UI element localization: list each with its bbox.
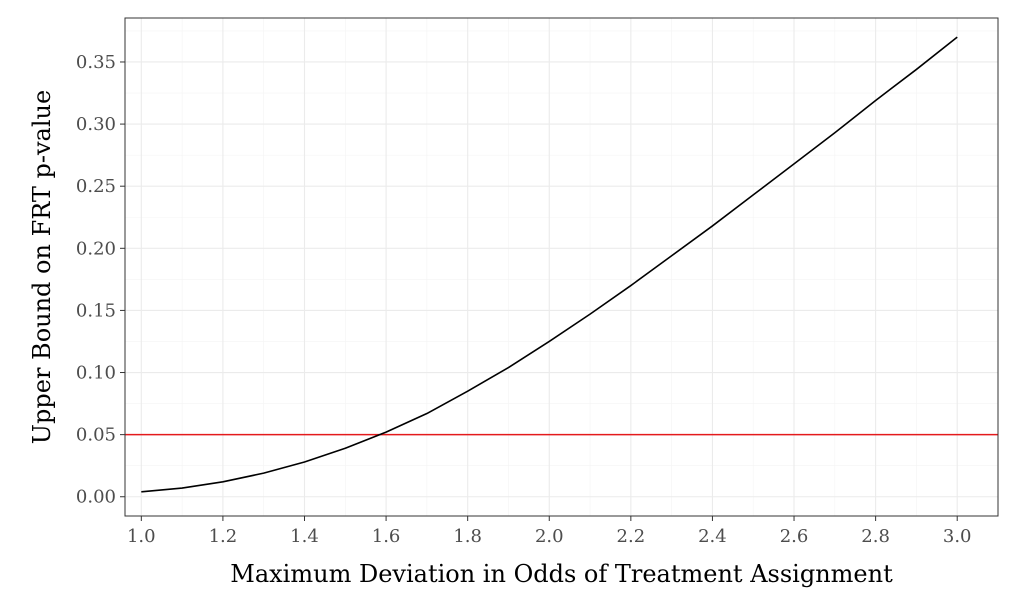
x-axis: 1.0 1.2 1.4 1.6 1.8 2.0 2.2 2.4 2.6 2.8 3.0 — [127, 516, 972, 547]
plot-panel-border — [124, 17, 999, 517]
series-line — [141, 36, 958, 493]
x-tick-label: 3.0 — [943, 526, 972, 547]
y-tick-label: 0.05 — [76, 425, 116, 446]
x-tick-label: 1.6 — [372, 526, 401, 547]
x-tick-label: 1.4 — [290, 526, 319, 547]
x-tick-label: 2.6 — [780, 526, 809, 547]
y-tick-label: 0.15 — [76, 300, 116, 321]
x-tick-label: 1.8 — [453, 526, 482, 547]
x-tick-label: 2.0 — [535, 526, 564, 547]
y-tick-label: 0.20 — [76, 238, 116, 259]
minor-gridlines — [125, 18, 998, 516]
y-tick-label: 0.25 — [76, 176, 116, 197]
x-tick-label: 1.2 — [209, 526, 238, 547]
major-gridlines — [125, 18, 998, 516]
y-tick-label: 0.00 — [76, 487, 116, 508]
y-tick-label: 0.30 — [76, 114, 116, 135]
data-series — [141, 36, 958, 493]
x-axis-title: Maximum Deviation in Odds of Treatment A… — [230, 560, 893, 588]
x-tick-label: 2.4 — [698, 526, 727, 547]
y-axis: 0.00 0.05 0.10 0.15 0.20 0.25 0.30 0.35 — [76, 52, 125, 508]
y-tick-label: 0.35 — [76, 52, 116, 73]
y-axis-title: Upper Bound on FRT p-value — [28, 90, 56, 444]
y-tick-label: 0.10 — [76, 363, 116, 384]
x-tick-label: 2.8 — [861, 526, 890, 547]
x-tick-label: 1.0 — [127, 526, 156, 547]
x-tick-label: 2.2 — [617, 526, 646, 547]
